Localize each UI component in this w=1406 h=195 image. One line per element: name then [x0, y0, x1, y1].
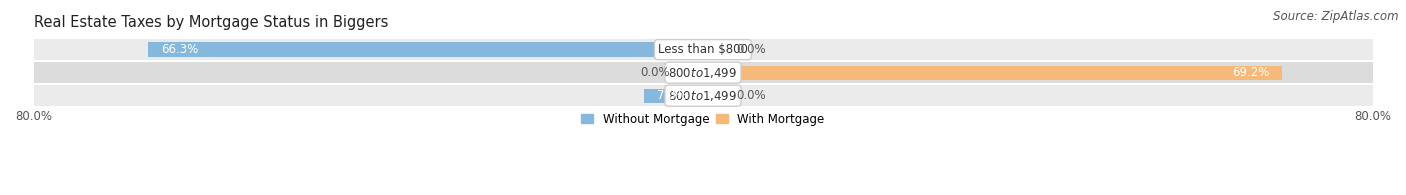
Bar	[34, 62, 1372, 83]
Text: 0.0%: 0.0%	[640, 66, 669, 79]
Text: 7.0%: 7.0%	[657, 89, 686, 102]
Bar	[34, 85, 1372, 106]
Text: 66.3%: 66.3%	[160, 43, 198, 56]
Text: 0.0%: 0.0%	[737, 43, 766, 56]
Bar	[703, 66, 1282, 80]
Text: Real Estate Taxes by Mortgage Status in Biggers: Real Estate Taxes by Mortgage Status in …	[34, 15, 388, 30]
Bar	[703, 89, 728, 103]
Bar	[34, 39, 1372, 60]
Bar	[148, 43, 703, 57]
Text: 0.0%: 0.0%	[737, 89, 766, 102]
Text: Source: ZipAtlas.com: Source: ZipAtlas.com	[1274, 10, 1399, 23]
Bar	[678, 66, 703, 80]
Bar	[644, 89, 703, 103]
Bar	[703, 43, 728, 57]
Legend: Without Mortgage, With Mortgage: Without Mortgage, With Mortgage	[576, 108, 830, 130]
Text: Less than $800: Less than $800	[658, 43, 748, 56]
Text: 69.2%: 69.2%	[1232, 66, 1270, 79]
Text: $800 to $1,499: $800 to $1,499	[668, 66, 738, 80]
Text: $800 to $1,499: $800 to $1,499	[668, 89, 738, 103]
